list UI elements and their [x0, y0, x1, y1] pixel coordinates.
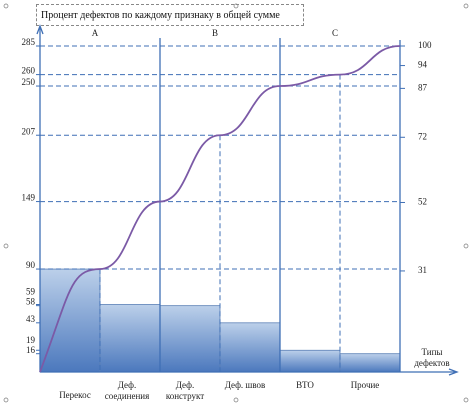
bar [99, 304, 161, 373]
y-tick-label: 16 [26, 345, 36, 355]
bar [159, 305, 221, 373]
cumulative-line [39, 45, 401, 373]
y2-tick-label: 87 [418, 82, 428, 92]
selection-handles [3, 3, 469, 403]
bar [39, 268, 101, 373]
y2-tick-label: 94 [418, 60, 428, 70]
chart-title: Процент дефектов по каждому признаку в о… [36, 4, 304, 26]
y-tick-label: 207 [22, 126, 36, 136]
y-axis-arrow [36, 24, 44, 35]
y2-tick-label: 31 [418, 265, 427, 275]
y-tick-label: 19 [26, 335, 36, 345]
x-tick-label: Прочие [350, 380, 380, 390]
zone-label: B [212, 28, 218, 38]
y-tick-label: 250 [22, 77, 36, 87]
x-tick-label: Деф. швов [224, 380, 266, 390]
x-tick-label: ВТО [296, 380, 314, 390]
y2-tick-label: 72 [418, 131, 427, 141]
y-tick-label: 43 [26, 314, 36, 324]
y-tick-label: 58 [26, 297, 36, 307]
y-tick-label: 59 [26, 287, 36, 297]
y-tick-label: 285 [22, 37, 36, 47]
y2-tick-label: 52 [418, 197, 427, 207]
y2-tick-label: 100 [418, 40, 432, 50]
zone-label: A [92, 28, 99, 38]
x-tick-label: Деф. соединения [104, 380, 150, 401]
bar [339, 353, 401, 373]
bar [279, 349, 341, 373]
bar [219, 322, 281, 373]
y-tick-label: 90 [26, 260, 36, 270]
x-axis-label: Типы дефектов [414, 347, 450, 368]
y-tick-label: 149 [22, 193, 36, 203]
y-tick-label: 260 [22, 66, 36, 76]
x-axis-arrow [448, 368, 459, 376]
x-tick-label: Перекос [59, 390, 91, 400]
x-tick-label: Деф. конструкт [165, 380, 205, 401]
zone-label: C [332, 28, 338, 38]
